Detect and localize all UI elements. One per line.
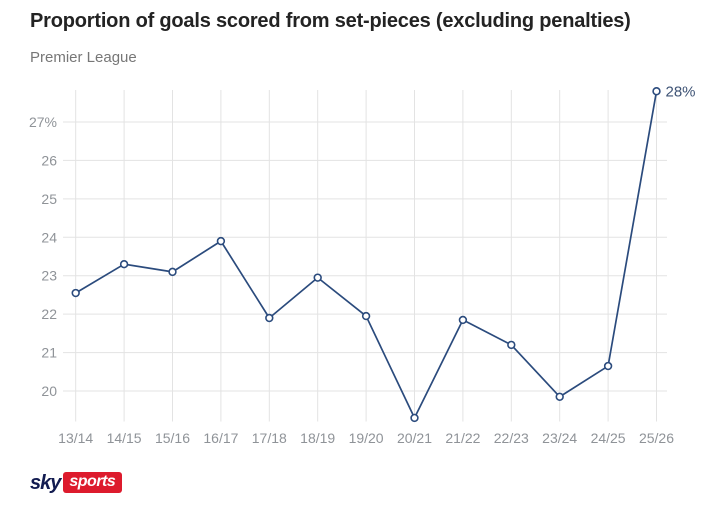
data-point [652, 87, 661, 96]
y-tick-label: 21 [41, 345, 57, 361]
data-point [507, 340, 516, 350]
chart-subtitle: Premier League [30, 49, 137, 66]
y-tick-label: 25 [41, 191, 57, 207]
line-chart: 27% 26 25 24 23 22 21 20 13/14 14/15 15/16 16/17 17/… [29, 83, 696, 446]
y-tick-label: 24 [41, 229, 57, 245]
x-tick-label: 14/15 [107, 430, 142, 446]
x-tick-label: 19/20 [349, 430, 384, 446]
data-point [119, 259, 129, 269]
chart-title: Proportion of goals scored from set-piec… [30, 10, 631, 32]
x-tick-label: 21/22 [445, 430, 480, 446]
x-tick-label: 13/14 [58, 430, 93, 446]
y-tick-label: 22 [41, 306, 57, 322]
data-point [361, 311, 371, 321]
data-point [265, 313, 274, 323]
data-point [458, 315, 468, 325]
sky-logo-text: sky [30, 471, 61, 494]
x-tick-label: 20/21 [397, 430, 432, 446]
x-tick-label: 22/23 [494, 430, 529, 446]
data-point [603, 361, 613, 371]
y-tick-label: 20 [41, 383, 57, 399]
y-tick-label: 27% [29, 114, 57, 130]
x-tick-label: 17/18 [252, 430, 287, 446]
sky-sports-logo: sky sports [30, 471, 123, 494]
data-point [313, 273, 322, 282]
value-annotation: 28% [666, 83, 696, 100]
data-point [410, 413, 419, 423]
data-point [216, 236, 226, 246]
x-tick-label: 23/24 [542, 430, 577, 446]
data-point [168, 267, 177, 277]
x-tick-label: 18/19 [300, 430, 335, 446]
data-point [555, 392, 564, 401]
x-tick-label: 24/25 [591, 430, 626, 446]
data-point [71, 288, 80, 298]
sports-logo-badge: sports [63, 472, 123, 493]
x-tick-label: 16/17 [203, 430, 238, 446]
x-tick-label: 15/16 [155, 430, 190, 446]
x-tick-label: 25/26 [639, 430, 674, 446]
y-tick-label: 23 [41, 268, 57, 284]
y-tick-label: 26 [41, 152, 57, 168]
